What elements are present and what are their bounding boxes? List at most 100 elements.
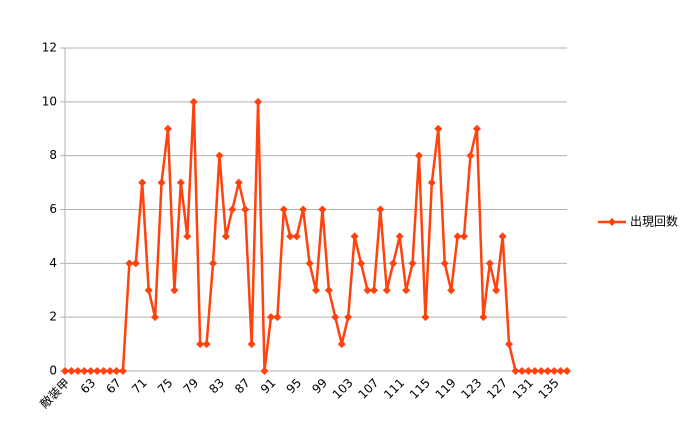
data-point [221, 232, 230, 241]
data-point [492, 286, 501, 295]
data-point [408, 259, 417, 268]
data-point [563, 367, 571, 375]
x-tick-label: 63 [78, 376, 99, 397]
data-point [163, 124, 172, 133]
data-point [427, 178, 436, 187]
data-point [286, 232, 295, 241]
data-point [337, 340, 346, 349]
data-point [363, 286, 372, 295]
data-point [556, 367, 565, 375]
data-point [344, 313, 353, 322]
x-tick-label: 99 [309, 376, 330, 397]
x-tick-label: 131 [510, 376, 536, 402]
data-point [189, 97, 198, 106]
series-line [65, 101, 567, 373]
data-point [93, 367, 102, 375]
data-point [170, 286, 179, 295]
x-tick-label: 119 [433, 376, 459, 402]
x-tick-label: 83 [206, 376, 227, 397]
data-point [550, 367, 559, 375]
data-point [292, 232, 301, 241]
data-point [151, 313, 160, 322]
data-point [472, 124, 481, 133]
data-point [369, 286, 378, 295]
data-point [112, 367, 121, 375]
data-point [395, 232, 404, 241]
data-point [434, 124, 443, 133]
data-point [118, 367, 127, 375]
data-point [183, 232, 192, 241]
data-point [414, 151, 423, 160]
y-tick-label: 0 [49, 364, 57, 378]
data-point [61, 367, 69, 375]
data-point [196, 340, 205, 349]
data-point [266, 313, 275, 322]
data-point [530, 367, 539, 375]
data-point [376, 205, 385, 214]
x-tick-label: 103 [330, 376, 356, 402]
data-point [247, 340, 256, 349]
data-point [537, 367, 546, 375]
legend-marker [608, 218, 616, 226]
data-point [241, 205, 250, 214]
data-point [209, 259, 218, 268]
x-tick-label: 71 [129, 376, 150, 397]
y-tick-label: 12 [42, 41, 57, 55]
x-tick-label: 87 [232, 376, 253, 397]
x-tick-label: 135 [536, 376, 562, 402]
y-tick-label: 10 [42, 94, 57, 108]
x-tick-label: 127 [484, 376, 510, 402]
data-point [299, 205, 308, 214]
x-tick-label: 79 [181, 376, 202, 397]
x-tick-label: 75 [155, 376, 176, 397]
data-point [202, 340, 211, 349]
data-point [511, 367, 520, 375]
data-point [260, 367, 269, 375]
data-point [254, 97, 263, 106]
data-point [460, 232, 469, 241]
data-point [479, 313, 488, 322]
y-tick-label: 2 [49, 310, 57, 324]
x-tick-label: 91 [258, 376, 279, 397]
data-point [402, 286, 411, 295]
x-tick-label: 敵装甲 [37, 375, 73, 411]
x-tick-label: 115 [407, 376, 433, 402]
data-point [273, 313, 282, 322]
data-point [440, 259, 449, 268]
data-point [305, 259, 314, 268]
data-point [176, 178, 185, 187]
data-point [131, 259, 140, 268]
x-tick-label: 111 [381, 376, 407, 402]
data-point [485, 259, 494, 268]
data-point [157, 178, 166, 187]
data-point [279, 205, 288, 214]
data-point [498, 232, 507, 241]
data-point [144, 286, 153, 295]
data-point [331, 313, 340, 322]
data-point [505, 340, 514, 349]
data-point [447, 286, 456, 295]
data-point [138, 178, 147, 187]
y-tick-label: 6 [49, 202, 57, 216]
legend-label: 出現回数 [630, 214, 678, 229]
data-point [80, 367, 89, 375]
data-point [324, 286, 333, 295]
data-point [318, 205, 327, 214]
data-point [389, 259, 398, 268]
x-tick-label: 95 [284, 376, 305, 397]
data-point [357, 259, 366, 268]
data-point [86, 367, 95, 375]
x-tick-label: 67 [103, 376, 124, 397]
data-point [67, 367, 76, 375]
data-point [517, 367, 526, 375]
data-point [312, 286, 320, 295]
data-point [543, 367, 552, 375]
data-point [524, 367, 533, 375]
data-point [350, 232, 359, 241]
data-point [421, 313, 430, 322]
data-point [125, 259, 134, 268]
x-tick-label: 123 [458, 376, 484, 402]
data-point [73, 367, 82, 375]
data-point [234, 178, 243, 187]
